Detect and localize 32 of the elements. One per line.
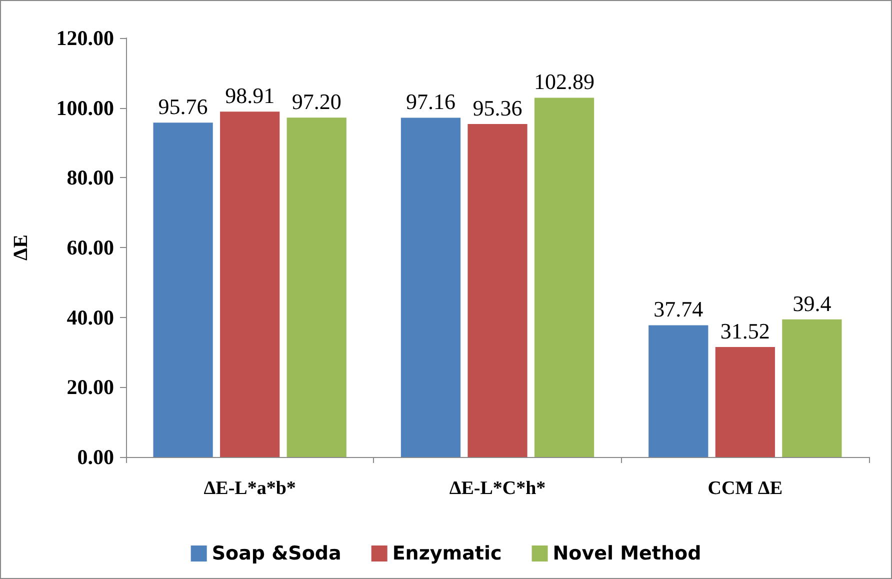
y-tick-label: 20.00 (66, 375, 114, 400)
y-tick-label: 100.00 (56, 96, 114, 120)
data-label: 102.89 (534, 69, 595, 94)
x-tick-label: ΔE-L*a*b* (204, 478, 296, 499)
x-tick-label: ΔE-L*C*h* (449, 478, 546, 499)
data-label: 97.16 (406, 89, 456, 114)
data-label: 97.20 (292, 89, 342, 114)
data-label: 98.91 (225, 83, 275, 108)
y-tick-label: 0.00 (77, 445, 114, 469)
bar (715, 346, 775, 457)
y-tick-label: 80.00 (66, 166, 114, 190)
data-label: 95.76 (158, 94, 208, 120)
bar (648, 325, 708, 457)
data-label: 95.36 (472, 96, 522, 121)
legend-label: Soap &Soda (212, 542, 342, 564)
legend-label: Novel Method (552, 542, 702, 564)
bar (400, 118, 461, 457)
data-label: 31.52 (720, 318, 770, 344)
y-tick-label: 40.00 (66, 305, 114, 330)
legend-label: Enzymatic (392, 542, 502, 564)
data-label: 37.74 (654, 296, 704, 322)
bar (534, 98, 594, 457)
y-tick-label: 60.00 (66, 236, 114, 260)
bar (286, 118, 346, 457)
bar (153, 122, 213, 457)
bar (782, 319, 842, 457)
bar (468, 124, 528, 457)
y-axis-title: ΔE (10, 234, 32, 260)
y-tick-label: 120.00 (56, 26, 114, 50)
data-label: 39.4 (792, 290, 832, 316)
x-tick-label: CCM ΔE (708, 478, 783, 499)
bar (220, 112, 280, 457)
